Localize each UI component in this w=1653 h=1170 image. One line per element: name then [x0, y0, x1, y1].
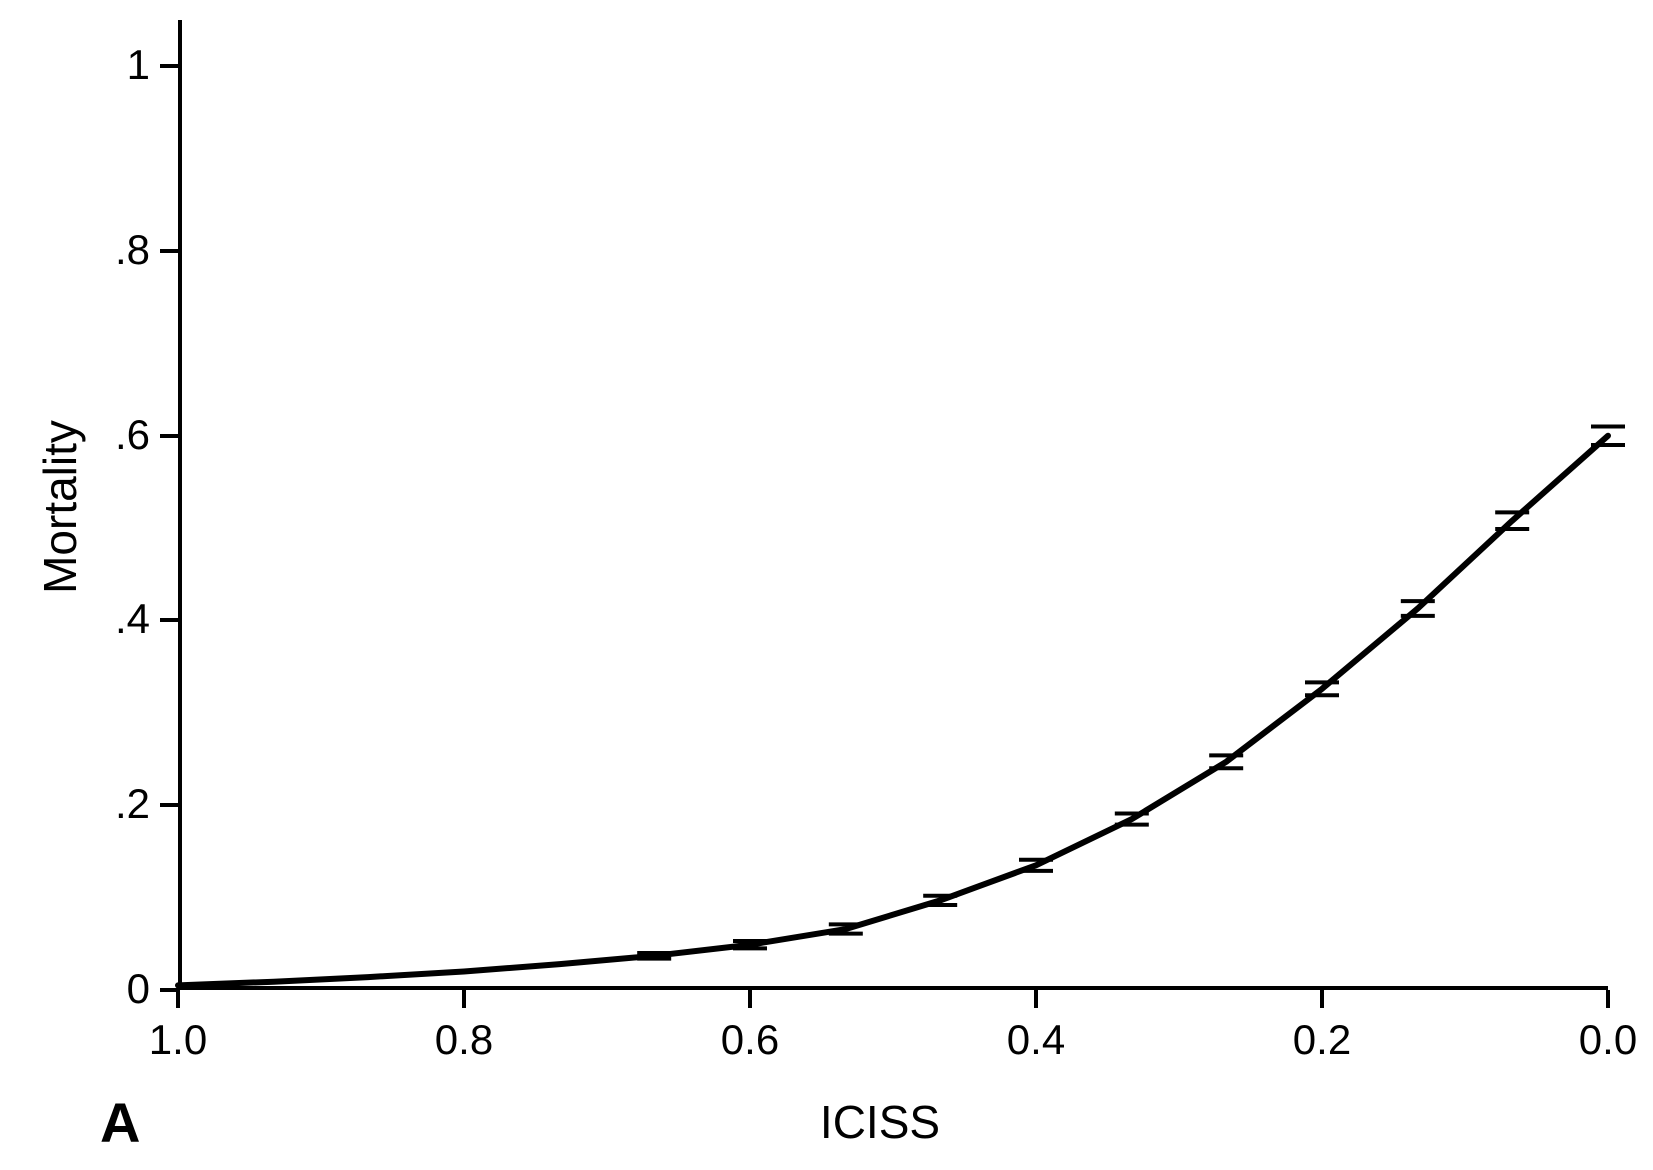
y-tick-label: 1 — [80, 41, 150, 89]
x-tick-mark — [462, 990, 466, 1008]
x-tick-label: 0.2 — [1272, 1016, 1372, 1064]
chart-container: 0.2.4.6.81 1.00.80.60.40.20.0 Mortality … — [0, 0, 1653, 1170]
y-tick-label: .8 — [80, 226, 150, 274]
x-tick-mark — [176, 990, 180, 1008]
mortality-curve — [178, 436, 1608, 986]
x-tick-mark — [748, 990, 752, 1008]
x-tick-label: 1.0 — [128, 1016, 228, 1064]
x-tick-label: 0.4 — [986, 1016, 1086, 1064]
y-tick-mark — [160, 249, 178, 253]
x-tick-mark — [1606, 990, 1610, 1008]
y-tick-mark — [160, 434, 178, 438]
y-tick-mark — [160, 618, 178, 622]
y-tick-label: .4 — [80, 595, 150, 643]
curve-svg — [178, 20, 1608, 990]
x-tick-label: 0.8 — [414, 1016, 514, 1064]
x-tick-mark — [1034, 990, 1038, 1008]
y-tick-mark — [160, 803, 178, 807]
y-tick-label: .2 — [80, 780, 150, 828]
panel-label: A — [100, 1090, 140, 1155]
y-axis-title: Mortality — [33, 407, 87, 607]
y-tick-label: .6 — [80, 411, 150, 459]
x-tick-label: 0.0 — [1558, 1016, 1653, 1064]
x-tick-label: 0.6 — [700, 1016, 800, 1064]
y-tick-label: 0 — [80, 965, 150, 1013]
plot-area — [178, 20, 1608, 990]
y-tick-mark — [160, 64, 178, 68]
x-axis-title: ICISS — [780, 1095, 980, 1149]
x-tick-mark — [1320, 990, 1324, 1008]
